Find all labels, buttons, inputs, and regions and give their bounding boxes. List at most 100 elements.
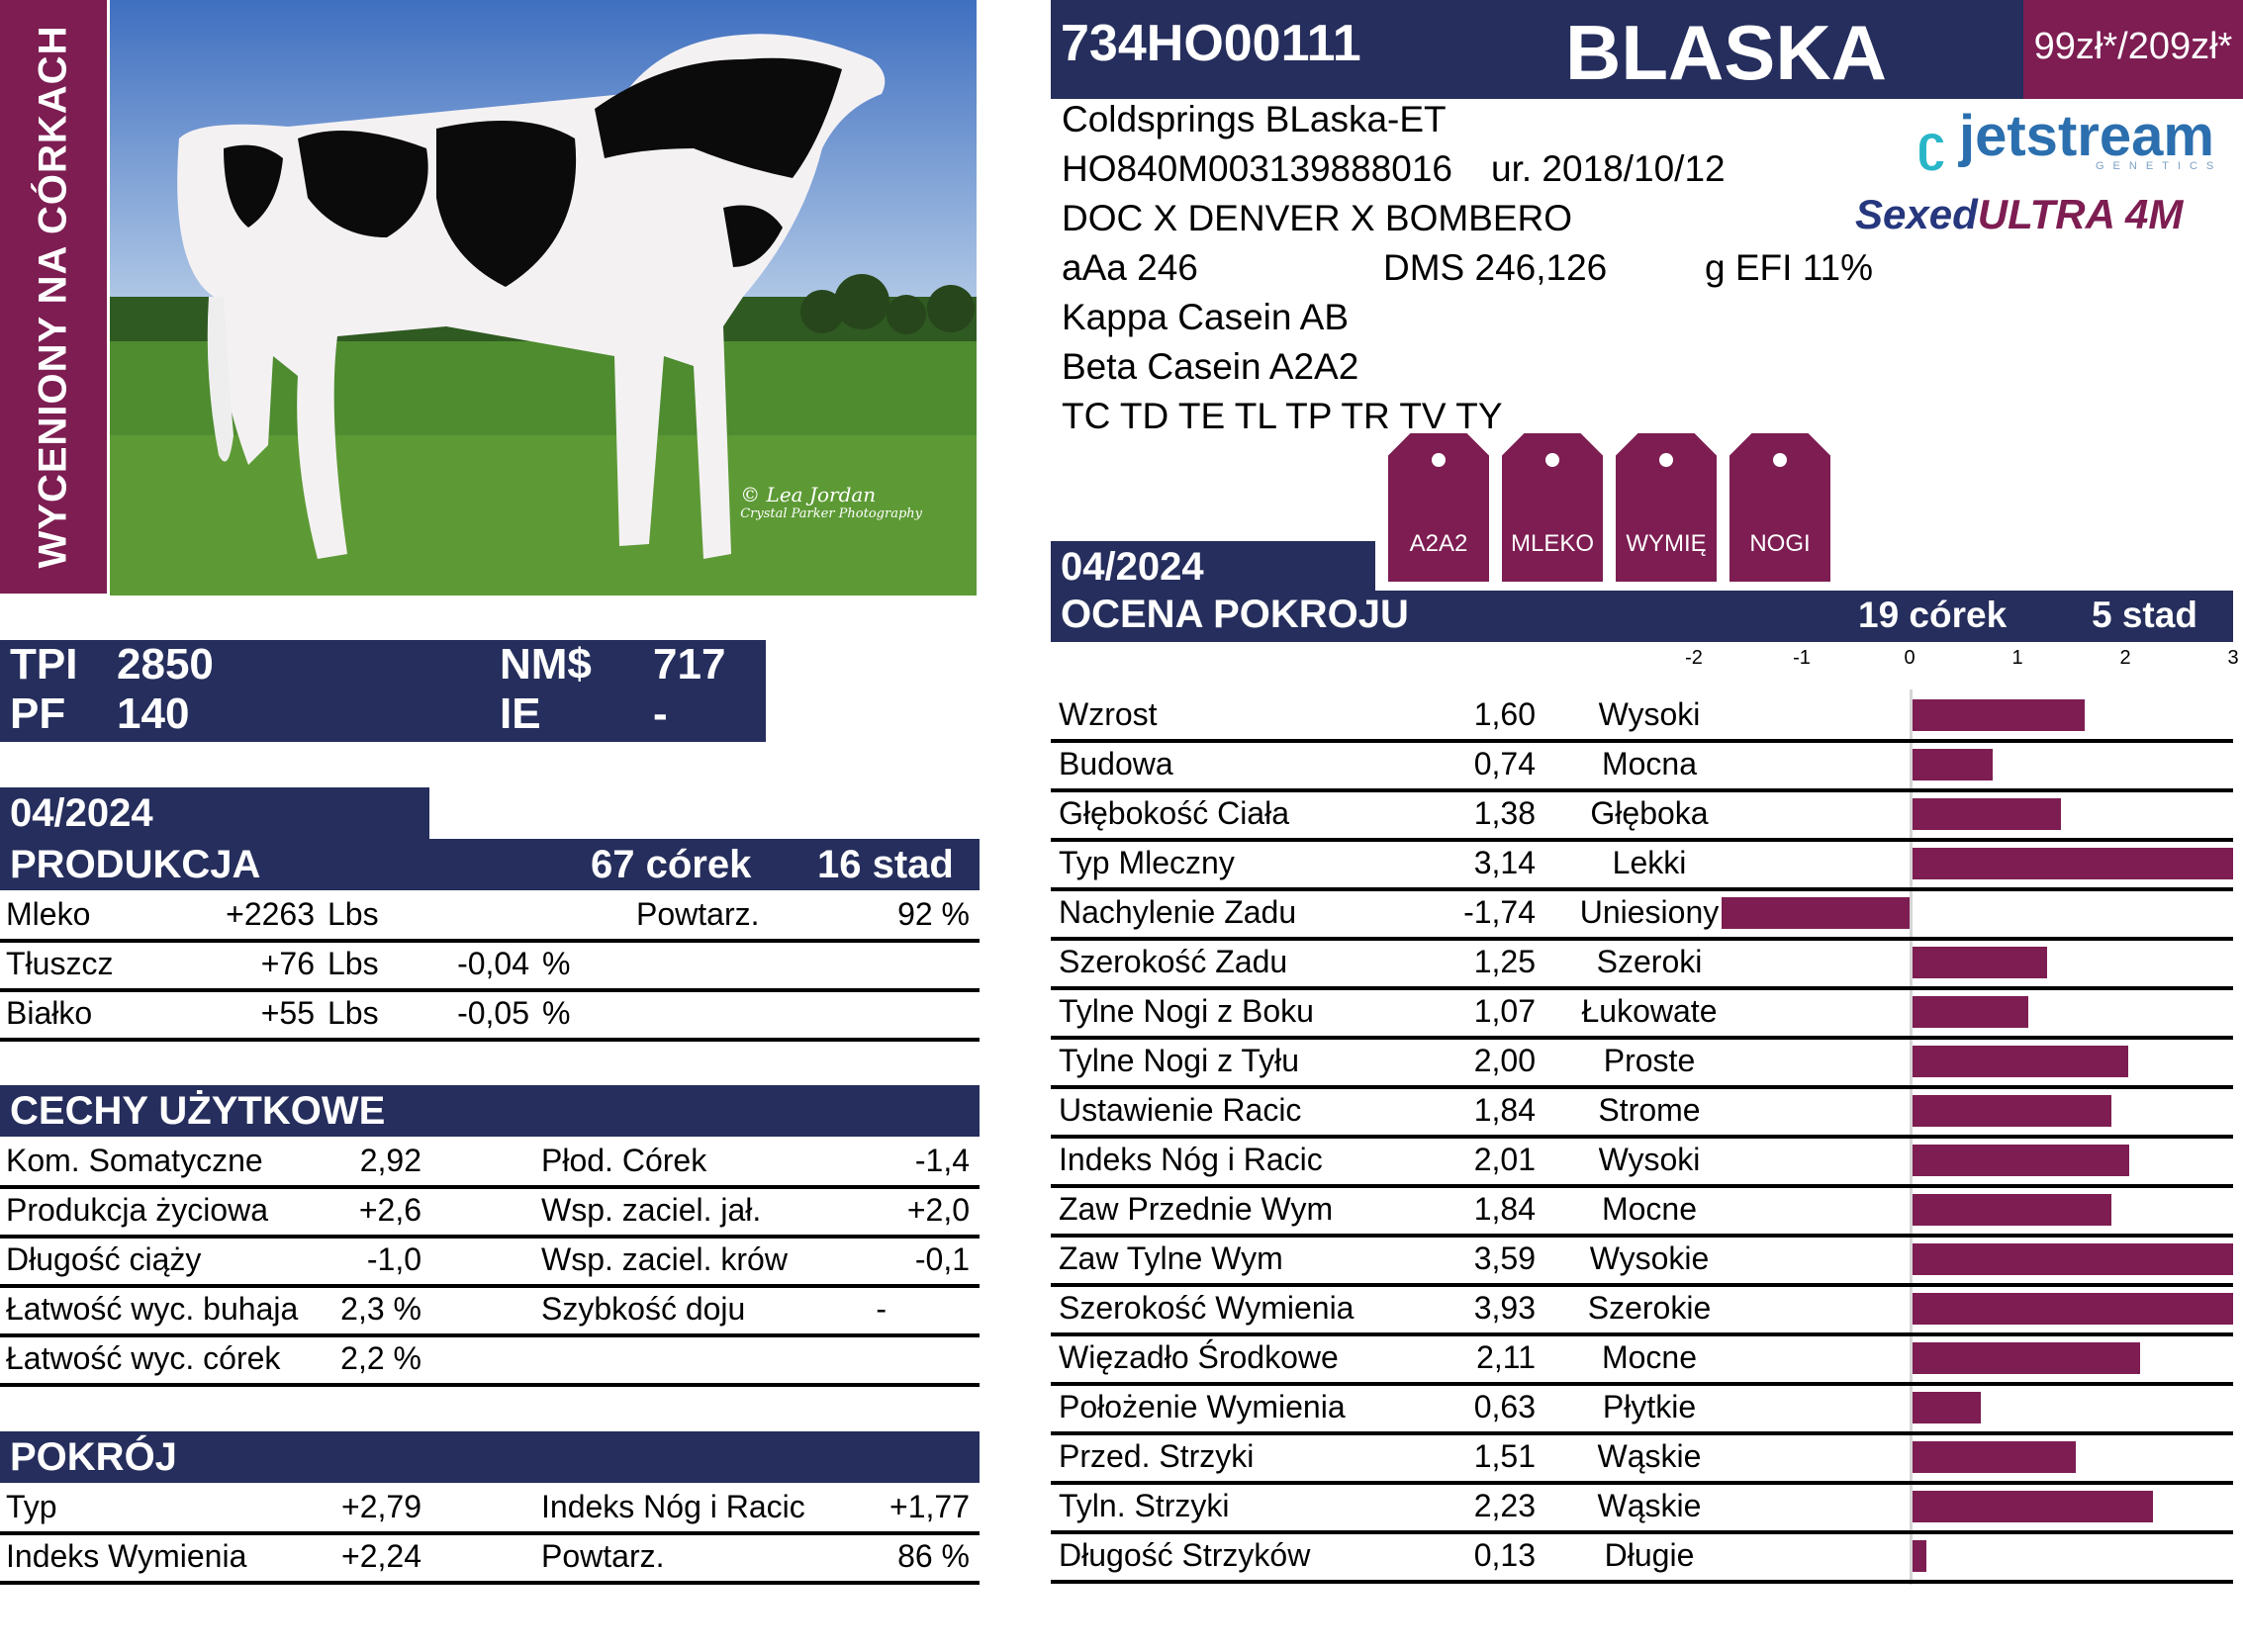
tag-label: NOGI [1749,530,1811,557]
type-bar [1913,1145,2130,1176]
bull-photo: © Lea Jordan Crystal Parker Photography [110,0,977,596]
conformation-left-value: +2,79 [341,1489,421,1524]
birth-date: ur. 2018/10/12 [1491,148,1726,189]
type-trait-name: Szerokość Zadu [1059,944,1288,979]
type-trait-descriptor: Wąskie [1597,1488,1702,1523]
type-trait-row: Ustawienie Racic 1,84 Strome [1051,1086,2233,1139]
type-trait-value: 1,60 [1473,696,1536,732]
bull-name: BLASKA [1565,9,1887,96]
production-extra-label: Powtarz. [636,896,760,932]
type-trait-descriptor: Wysoki [1598,1142,1701,1177]
type-trait-descriptor: Szeroki [1596,944,1703,979]
type-trait-name: Budowa [1059,746,1173,781]
beta-casein: Beta Casein A2A2 [1062,346,1359,387]
conformation-right-name: Powtarz. [541,1538,665,1574]
type-trait-row: Tylne Nogi z Tyłu 2,00 Proste [1051,1037,2233,1089]
type-trait-value: 2,11 [1476,1339,1536,1375]
traits-row: Łatwość wyc. buhaja 2,3 % Szybkość doju - [0,1285,980,1337]
production-row: Białko +55 Lbs -0,05% [0,989,980,1042]
type-trait-row: Zaw Tylne Wym 3,59 Wysokie [1051,1235,2233,1287]
type-trait-row: Wzrost 1,60 Wysoki [1051,690,2233,743]
pedigree: DOC X DENVER X BOMBERO [1062,198,1573,238]
type-eval-herds: 5 stad [2092,595,2197,635]
type-bar [1913,848,2233,879]
type-bar [1913,1441,2076,1473]
tag-wymie: WYMIĘ [1616,433,1717,582]
trait-right-name: Płod. Córek [541,1143,707,1178]
type-trait-row: Tyln. Strzyki 2,23 Wąskie [1051,1482,2233,1534]
type-trait-descriptor: Wąskie [1597,1438,1702,1474]
production-trait-value: +55 [260,995,315,1031]
registration-id: HO840M003139888016 [1062,148,1452,189]
trait-right-name: Szybkość doju [541,1291,746,1327]
tag-hole-icon [1773,453,1787,467]
type-eval-date: 04/2024 [1051,541,1375,593]
type-bar [1913,1095,2111,1127]
traits-row: Długość ciąży -1,0 Wsp. zaciel. krów -0,1 [0,1236,980,1288]
type-trait-name: Tylne Nogi z Tyłu [1059,1043,1300,1078]
price-badge: 99zł*/209zł* [2023,0,2243,99]
type-trait-value: 2,23 [1473,1488,1536,1523]
tag-label: MLEKO [1510,530,1595,557]
production-trait-unit: Lbs [327,995,379,1031]
production-row: Tłuszcz +76 Lbs -0,04% [0,940,980,992]
type-trait-descriptor: Wysoki [1598,696,1701,732]
type-trait-value: 1,84 [1473,1092,1536,1128]
type-trait-value: 1,84 [1473,1191,1536,1227]
conformation-right-value: 86 % [897,1538,970,1574]
type-trait-row: Typ Mleczny 3,14 Lekki [1051,839,2233,891]
tpi-value: 2850 [117,640,214,688]
tag-label: A2A2 [1409,530,1468,557]
type-trait-name: Tylne Nogi z Boku [1059,993,1314,1029]
production-trait-pct: -0,04 [457,946,529,981]
type-trait-name: Głębokość Ciała [1059,795,1289,831]
type-trait-row: Więzadło Środkowe 2,11 Mocne [1051,1333,2233,1386]
type-bar [1913,798,2062,830]
bull-header: 734HO00111 BLASKA 99zł*/209zł* [1051,0,2243,99]
trait-left-value: 2,92 [359,1143,421,1178]
production-trait-unit: Lbs [327,946,379,981]
jetstream-logo-text: jetstream [1959,104,2214,168]
tag-a2a2: A2A2 [1388,433,1489,582]
production-trait-name: Białko [6,995,93,1031]
production-trait-value: +2263 [226,896,315,932]
type-trait-value: 3,14 [1473,845,1536,880]
production-trait-name: Mleko [6,896,91,932]
traits-row: Łatwość wyc. córek 2,2 % [0,1334,980,1387]
conformation-left-name: Indeks Wymienia [6,1538,247,1574]
type-trait-name: Przed. Strzyki [1059,1438,1255,1474]
type-bar [1913,1392,1981,1423]
trait-left-name: Kom. Somatyczne [6,1143,263,1178]
jetstream-swirl-icon: ʗ [1917,116,1945,171]
type-trait-value: 1,07 [1473,993,1536,1029]
scale-tick-label: -2 [1685,647,1703,669]
index-summary-box: TPI 2850 NM$ 717 PF 140 IE - [0,640,766,742]
type-trait-descriptor: Płytkie [1602,1389,1697,1424]
nm-label: NM$ [500,640,592,688]
trait-left-name: Łatwość wyc. córek [6,1340,281,1376]
type-trait-value: 1,38 [1473,795,1536,831]
trait-right-value: -1,4 [914,1143,970,1178]
type-trait-row: Tylne Nogi z Boku 1,07 Łukowate [1051,987,2233,1040]
scale-tick-label: 3 [2227,647,2239,669]
trait-left-name: Długość ciąży [6,1241,202,1277]
conformation-right-value: +1,77 [889,1489,970,1524]
type-trait-name: Tyln. Strzyki [1059,1488,1230,1523]
pf-label: PF [10,689,66,738]
type-trait-row: Długość Strzyków 0,13 Długie [1051,1531,2233,1584]
traits-header: CECHY UŻYTKOWE [0,1085,980,1137]
trait-right-name: Wsp. zaciel. jał. [541,1192,762,1228]
production-trait-pct-unit: % [542,995,571,1031]
nm-value: 717 [653,640,726,688]
type-trait-row: Zaw Przednie Wym 1,84 Mocne [1051,1185,2233,1238]
tpi-label: TPI [10,640,78,688]
type-trait-value: 1,51 [1473,1438,1536,1474]
conformation-header: POKRÓJ [0,1431,980,1483]
production-extra-value: 92 % [897,896,970,932]
type-bar [1913,947,2048,978]
production-trait-value: +76 [260,946,315,981]
bull-code: 734HO00111 [1061,15,1361,72]
type-trait-descriptor: Łukowate [1581,993,1718,1029]
tag-nogi: NOGI [1729,433,1830,582]
type-trait-name: Położenie Wymienia [1059,1389,1346,1424]
